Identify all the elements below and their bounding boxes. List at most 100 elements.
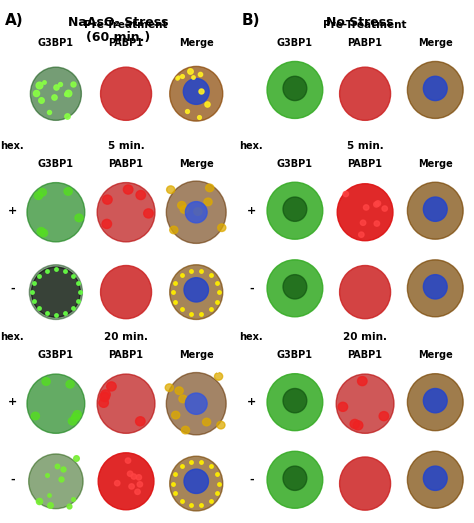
- Ellipse shape: [97, 183, 155, 242]
- Text: G3BP1: G3BP1: [38, 38, 74, 48]
- Text: PABP1: PABP1: [109, 159, 144, 169]
- Ellipse shape: [39, 229, 47, 237]
- Text: hex.: hex.: [0, 332, 24, 342]
- Text: -: -: [249, 283, 254, 293]
- Ellipse shape: [144, 209, 153, 218]
- Ellipse shape: [350, 419, 360, 428]
- Ellipse shape: [267, 260, 323, 317]
- Ellipse shape: [423, 466, 447, 491]
- Ellipse shape: [338, 402, 347, 412]
- Ellipse shape: [184, 278, 209, 302]
- Ellipse shape: [98, 453, 154, 510]
- Text: G3BP1: G3BP1: [277, 159, 313, 169]
- Ellipse shape: [215, 372, 223, 380]
- Text: hex.: hex.: [0, 141, 24, 151]
- Text: A): A): [5, 13, 23, 28]
- Text: 20 min.: 20 min.: [343, 332, 387, 342]
- Ellipse shape: [27, 183, 85, 242]
- Ellipse shape: [128, 471, 133, 476]
- Ellipse shape: [183, 78, 209, 105]
- Ellipse shape: [66, 380, 74, 388]
- Text: 5 min.: 5 min.: [346, 141, 383, 151]
- Ellipse shape: [136, 417, 145, 426]
- Text: G3BP1: G3BP1: [38, 350, 74, 360]
- Ellipse shape: [68, 417, 76, 425]
- Ellipse shape: [64, 188, 72, 195]
- Ellipse shape: [407, 62, 463, 118]
- Ellipse shape: [27, 374, 85, 434]
- Ellipse shape: [360, 220, 366, 225]
- Text: Merge: Merge: [179, 38, 214, 48]
- Ellipse shape: [407, 182, 463, 239]
- Ellipse shape: [423, 275, 447, 299]
- Text: hex.: hex.: [239, 332, 263, 342]
- Ellipse shape: [42, 378, 50, 385]
- Text: PABP1: PABP1: [347, 350, 383, 360]
- Ellipse shape: [123, 185, 133, 194]
- Ellipse shape: [185, 393, 207, 414]
- Ellipse shape: [31, 412, 39, 420]
- Ellipse shape: [38, 188, 46, 196]
- Text: Merge: Merge: [418, 350, 453, 360]
- Ellipse shape: [170, 265, 223, 320]
- Ellipse shape: [374, 202, 379, 207]
- Text: +: +: [246, 397, 256, 407]
- Text: G3BP1: G3BP1: [38, 159, 74, 169]
- Text: 97%: 97%: [211, 446, 228, 451]
- Text: PABP1: PABP1: [109, 38, 144, 48]
- Text: Merge: Merge: [179, 159, 214, 169]
- Ellipse shape: [101, 390, 110, 399]
- Text: PABP1: PABP1: [109, 350, 144, 360]
- Ellipse shape: [107, 382, 116, 391]
- Ellipse shape: [353, 421, 363, 430]
- Text: 5 min.: 5 min.: [108, 141, 145, 151]
- Ellipse shape: [379, 412, 389, 420]
- Ellipse shape: [72, 414, 80, 421]
- Ellipse shape: [364, 205, 369, 210]
- Ellipse shape: [172, 411, 180, 419]
- Text: +: +: [8, 397, 17, 407]
- Text: +: +: [8, 206, 17, 215]
- Ellipse shape: [131, 474, 137, 479]
- Ellipse shape: [267, 182, 323, 239]
- Ellipse shape: [283, 466, 307, 491]
- Ellipse shape: [175, 387, 183, 394]
- Ellipse shape: [184, 469, 209, 494]
- Ellipse shape: [267, 451, 323, 508]
- Text: Pre-Treatment: Pre-Treatment: [323, 20, 407, 30]
- Text: 20 min.: 20 min.: [104, 332, 148, 342]
- Ellipse shape: [375, 201, 381, 206]
- Ellipse shape: [423, 76, 447, 100]
- Ellipse shape: [382, 206, 387, 211]
- Ellipse shape: [204, 198, 212, 206]
- Ellipse shape: [135, 489, 140, 494]
- Ellipse shape: [100, 67, 152, 120]
- Ellipse shape: [35, 192, 43, 199]
- Ellipse shape: [170, 226, 178, 234]
- Ellipse shape: [129, 484, 134, 489]
- Text: hex.: hex.: [239, 141, 263, 151]
- Ellipse shape: [407, 451, 463, 508]
- Ellipse shape: [100, 392, 109, 402]
- Ellipse shape: [283, 389, 307, 413]
- Text: Merge: Merge: [418, 159, 453, 169]
- Ellipse shape: [73, 411, 82, 418]
- Ellipse shape: [283, 275, 307, 299]
- Text: PABP1: PABP1: [347, 159, 383, 169]
- Ellipse shape: [423, 197, 447, 221]
- Text: 97%: 97%: [211, 56, 228, 62]
- Ellipse shape: [166, 372, 226, 435]
- Ellipse shape: [31, 267, 81, 317]
- Text: -: -: [10, 475, 15, 485]
- Text: Merge: Merge: [418, 38, 453, 48]
- Ellipse shape: [170, 456, 223, 511]
- Text: +: +: [246, 206, 256, 215]
- Ellipse shape: [357, 377, 367, 385]
- Text: No Stress: No Stress: [327, 16, 394, 29]
- Text: 40%: 40%: [211, 177, 228, 183]
- Text: Pre-Treatment: Pre-Treatment: [84, 20, 168, 30]
- Text: Merge: Merge: [179, 350, 214, 360]
- Ellipse shape: [206, 184, 214, 192]
- Text: -: -: [10, 283, 15, 293]
- Ellipse shape: [97, 374, 155, 434]
